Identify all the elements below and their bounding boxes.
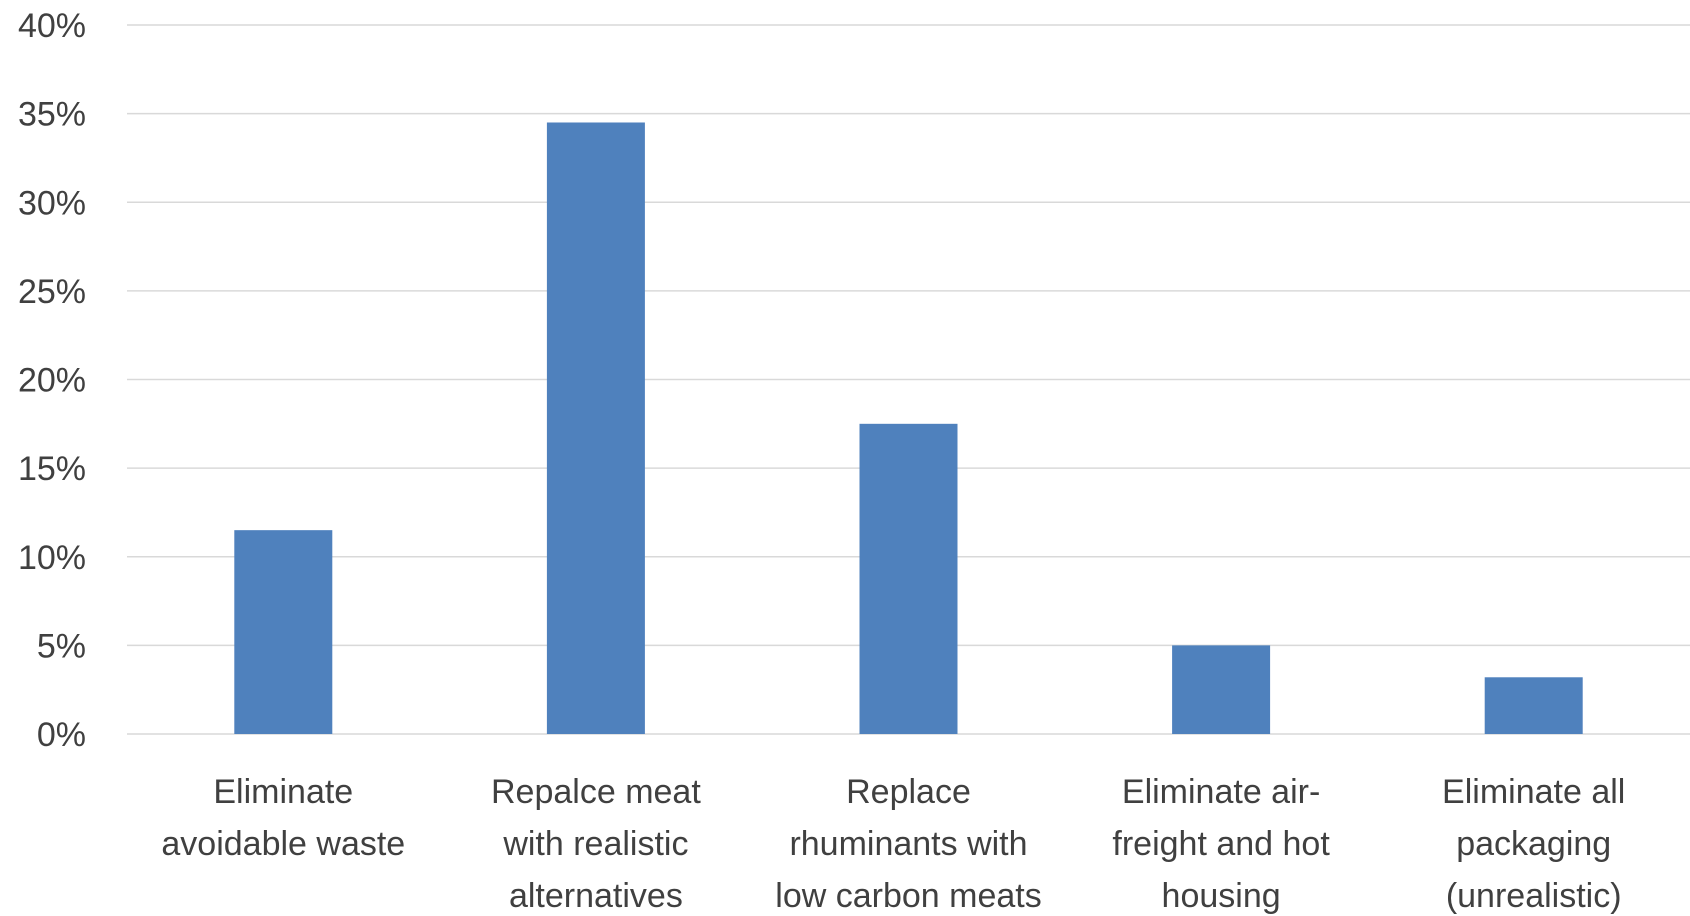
x-category-label-line: with realistic xyxy=(502,825,688,863)
bar xyxy=(546,122,645,735)
x-category-label-line: alternatives xyxy=(509,877,683,915)
x-category-label: Eliminate all packaging (unrealistic) xyxy=(1442,773,1625,915)
y-tick-label: 15% xyxy=(18,450,86,488)
y-tick-label: 20% xyxy=(18,362,86,400)
x-category-label: Eliminate air-freight and hot housing xyxy=(1112,773,1330,915)
y-tick-label: 40% xyxy=(18,7,86,45)
bar xyxy=(859,423,958,734)
x-category-label-line: housing xyxy=(1162,877,1281,915)
x-category-label-line: avoidable waste xyxy=(161,825,405,863)
x-category-label: Eliminate avoidable waste xyxy=(161,773,405,863)
gridlines xyxy=(127,24,1690,735)
y-tick-label: 5% xyxy=(37,627,86,665)
bar xyxy=(234,530,333,734)
bar xyxy=(1484,677,1583,734)
y-tick-label: 35% xyxy=(18,96,86,134)
x-category-label-line: packaging xyxy=(1456,825,1611,863)
x-category-label-line: Eliminate xyxy=(213,773,353,811)
bar xyxy=(1172,645,1271,734)
x-category-label-line: Eliminate all xyxy=(1442,773,1625,811)
x-category-label: Repalce meat with realistic alternatives xyxy=(491,773,701,915)
bars xyxy=(234,122,1583,735)
x-category-label-line: rhuminants with xyxy=(789,825,1027,863)
x-axis-category-labels: Eliminate avoidable waste Repalce meat with… xyxy=(161,773,1625,915)
y-tick-label: 0% xyxy=(37,716,86,754)
x-category-label-line: low carbon meats xyxy=(775,877,1041,915)
x-category-label-line: freight and hot xyxy=(1112,825,1330,863)
x-category-label-line: (unrealistic) xyxy=(1446,877,1622,915)
y-axis-tick-labels: 0% 5% 10% 15% 20% 25% 30% 35% 40% xyxy=(18,7,86,754)
x-category-label-line: Eliminate air- xyxy=(1122,773,1320,811)
y-tick-label: 30% xyxy=(18,184,86,222)
y-tick-label: 25% xyxy=(18,273,86,311)
x-category-label: Replace rhuminants with low carbon meats xyxy=(775,773,1041,915)
x-category-label-line: Repalce meat xyxy=(491,773,701,811)
x-category-label-line: Replace xyxy=(846,773,971,811)
y-tick-label: 10% xyxy=(18,539,86,577)
